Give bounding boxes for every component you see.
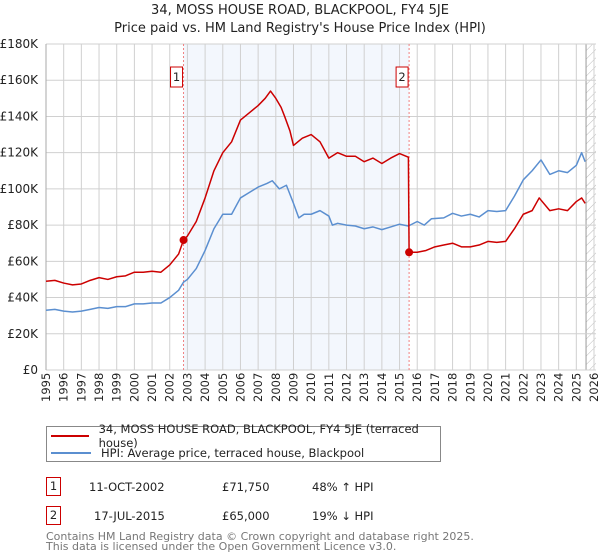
sale-point: [405, 248, 414, 257]
x-tick-label: 2019: [463, 373, 477, 402]
sale-row: 1 11-OCT-2002 £71,750 48% ↑ HPI: [46, 477, 546, 496]
x-tick-label: 2023: [534, 373, 548, 402]
x-tick-label: 1997: [74, 373, 88, 402]
x-tick-label: 2010: [304, 373, 318, 402]
chart-title: 34, MOSS HOUSE ROAD, BLACKPOOL, FY4 5JE: [151, 3, 449, 18]
sale-label: 1: [173, 70, 180, 84]
x-tick-label: 2012: [340, 373, 354, 402]
y-tick-label: £20K: [7, 327, 39, 341]
x-tick-label: 2007: [251, 373, 265, 402]
y-tick-label: £60K: [7, 254, 39, 268]
y-tick-label: £80K: [7, 218, 39, 232]
sale-label: 2: [398, 70, 405, 84]
x-tick-label: 2000: [127, 373, 141, 402]
sale-date: 11-OCT-2002: [89, 480, 165, 494]
x-tick-label: 2004: [198, 373, 212, 402]
hpi-line: [45, 151, 586, 313]
x-tick-label: 2016: [410, 373, 424, 402]
legend-swatch-hpi: [51, 452, 91, 454]
x-tick-label: 2022: [516, 373, 530, 402]
sale-point: [179, 236, 188, 245]
sale-date: 17-JUL-2015: [94, 509, 165, 523]
plot-area: 1995 1996 1997 1998 1999 2000 2001 2002 2003 2004…: [0, 37, 600, 402]
footer: Contains HM Land Registry data © Crown c…: [46, 530, 474, 553]
x-tick-label: 2014: [375, 373, 389, 402]
y-tick-label: £40K: [7, 291, 39, 305]
legend-swatch-property: [51, 435, 89, 437]
sale-hpi-diff: 48% ↑ HPI: [312, 480, 374, 494]
x-tick-label: 2005: [216, 373, 230, 402]
chart-subtitle: Price paid vs. HM Land Registry's House …: [114, 21, 486, 36]
property-price-line: [45, 90, 586, 286]
sale-price: £65,000: [222, 509, 270, 523]
x-tick-label: 1996: [57, 373, 71, 402]
sale-label-box: [395, 66, 409, 88]
forecast-hatch: [586, 44, 596, 370]
sale-marker-badge: 1: [46, 477, 61, 496]
sale-price: £71,750: [222, 480, 270, 494]
footer-line-1: Contains HM Land Registry data © Crown c…: [46, 530, 474, 543]
x-tick-label: 2008: [269, 373, 283, 402]
sale-row: 2 17-JUL-2015 £65,000 19% ↓ HPI: [46, 506, 546, 525]
x-tick-label: 2015: [393, 373, 407, 402]
y-tick-label: £0: [23, 363, 38, 377]
x-tick-label: 1999: [110, 373, 124, 402]
x-tick-label: 1995: [39, 373, 53, 402]
x-tick-label: 2002: [163, 373, 177, 402]
y-tick-label: £140K: [0, 109, 39, 123]
x-tick-label: 2017: [428, 373, 442, 402]
x-tick-label: 2013: [357, 373, 371, 402]
legend-label-hpi: HPI: Average price, terraced house, Blac…: [101, 446, 365, 460]
x-tick-label: 2001: [145, 373, 159, 402]
legend: 34, MOSS HOUSE ROAD, BLACKPOOL, FY4 5JE …: [46, 422, 441, 462]
y-tick-label: £180K: [0, 37, 39, 51]
sale-period-shade: [183, 44, 410, 370]
footer-line-2: This data is licensed under the Open Gov…: [46, 540, 397, 553]
x-tick-label: 2021: [499, 373, 513, 402]
x-tick-label: 2009: [286, 373, 300, 402]
legend-label-property: 34, MOSS HOUSE ROAD, BLACKPOOL, FY4 5JE …: [98, 422, 419, 450]
x-tick-label: 2024: [552, 373, 566, 402]
sale-hpi-diff: 19% ↓ HPI: [312, 509, 374, 523]
x-tick-label: 2011: [322, 373, 336, 402]
x-tick-label: 2026: [587, 373, 600, 402]
x-tick-label: 1998: [92, 373, 106, 402]
y-tick-label: £100K: [0, 182, 39, 196]
sale-marker-badge: 2: [46, 506, 61, 525]
x-tick-label: 2006: [233, 373, 247, 402]
y-tick-label: £160K: [0, 73, 39, 87]
x-tick-label: 2018: [446, 373, 460, 402]
x-tick-label: 2020: [481, 373, 495, 402]
sale-label-box: [170, 66, 184, 88]
x-tick-label: 2025: [569, 373, 583, 402]
x-tick-label: 2003: [180, 373, 194, 402]
y-tick-label: £120K: [0, 146, 39, 160]
